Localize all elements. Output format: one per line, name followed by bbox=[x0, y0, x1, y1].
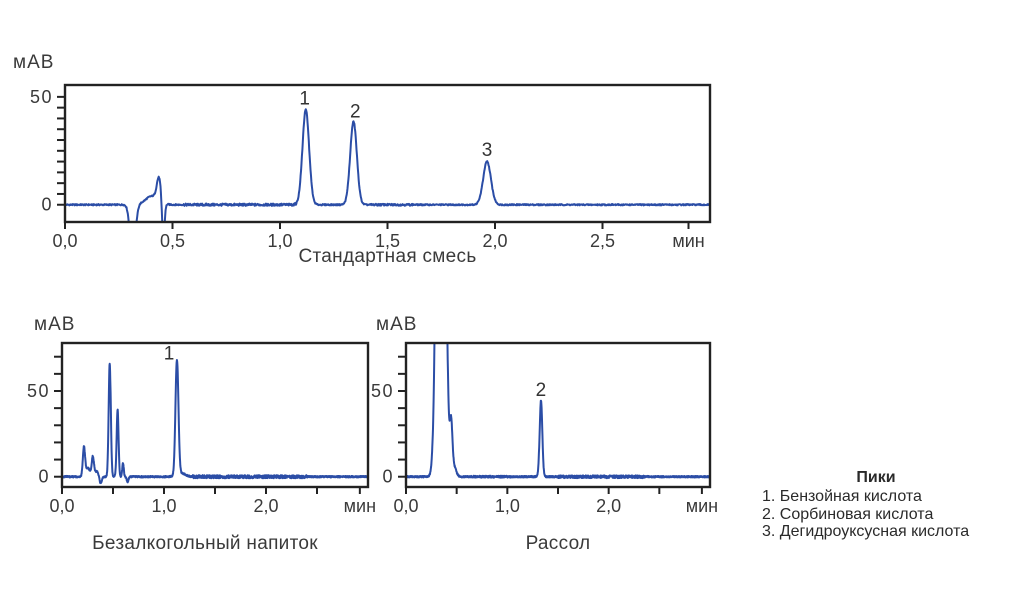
trace-soft-drink bbox=[62, 359, 368, 485]
peak-label-2: 2 bbox=[350, 101, 361, 122]
x-tick-label: 2,0 bbox=[482, 231, 507, 251]
y-tick-label: 0 bbox=[382, 467, 394, 487]
peak-legend: Пики 1. Бензойная кислота 2. Сорбиновая … bbox=[742, 469, 1010, 541]
chart-standard-mix: 0,0 0,5 1,0 1,5 2,0 2,5 мин 0 50 1 2 3 bbox=[30, 83, 712, 251]
y-axis-unit-brine: мАВ bbox=[376, 314, 418, 335]
trace-brine bbox=[406, 343, 710, 480]
legend-item-2: 2. Сорбиновая кислота bbox=[762, 505, 934, 523]
y-tick-label: 50 bbox=[27, 381, 50, 401]
x-tick-label: 0,0 bbox=[393, 496, 418, 516]
peak-label-1: 1 bbox=[299, 88, 310, 109]
y-tick-label: 0 bbox=[38, 467, 50, 487]
chart-brine: 0,0 1,0 2,0 мин 0 50 2 bbox=[371, 341, 718, 516]
y-tick-label: 50 bbox=[30, 87, 53, 107]
x-tick-label: 2,0 bbox=[596, 496, 621, 516]
x-tick-label: мин bbox=[344, 496, 376, 516]
y-tick-label: 50 bbox=[371, 381, 394, 401]
x-tick-label: мин bbox=[672, 231, 704, 251]
x-tick-label: 0,0 bbox=[52, 231, 77, 251]
chart-soft-drink: 0,0 1,0 2,0 мин 0 50 1 bbox=[27, 341, 376, 516]
x-tick-label: 2,5 bbox=[590, 231, 615, 251]
legend-title: Пики bbox=[856, 469, 896, 486]
peak-label-2: 2 bbox=[536, 380, 547, 401]
x-tick-label: 1,0 bbox=[151, 496, 176, 516]
x-tick-label: 1,0 bbox=[495, 496, 520, 516]
x-tick-label: 2,0 bbox=[253, 496, 278, 516]
plot-frame bbox=[63, 83, 712, 224]
x-tick-label: 1,5 bbox=[375, 231, 400, 251]
y-axis-unit-standard: мАВ bbox=[13, 52, 55, 73]
x-tick-label: 0,0 bbox=[49, 496, 74, 516]
y-axis-unit-soft-drink: мАВ bbox=[34, 314, 76, 335]
x-tick-label: 0,5 bbox=[160, 231, 185, 251]
legend-item-3: 3. Дегидроуксусная кислота bbox=[762, 523, 970, 540]
x-tick-label: 1,0 bbox=[267, 231, 292, 251]
legend-item-1: 1. Бензойная кислота bbox=[762, 488, 922, 505]
chart-title-soft-drink: Безалкогольный напиток bbox=[92, 533, 318, 554]
peak-label-1: 1 bbox=[164, 343, 175, 364]
y-tick-label: 0 bbox=[41, 195, 53, 215]
plot-frame bbox=[404, 341, 712, 489]
peak-label-3: 3 bbox=[482, 140, 493, 161]
plot-frame bbox=[60, 341, 370, 489]
trace-standard-mix bbox=[65, 108, 710, 222]
x-tick-label: мин bbox=[686, 496, 718, 516]
chart-title-brine: Рассол bbox=[525, 533, 591, 554]
chart-title-standard: Стандартная смесь bbox=[298, 246, 477, 267]
